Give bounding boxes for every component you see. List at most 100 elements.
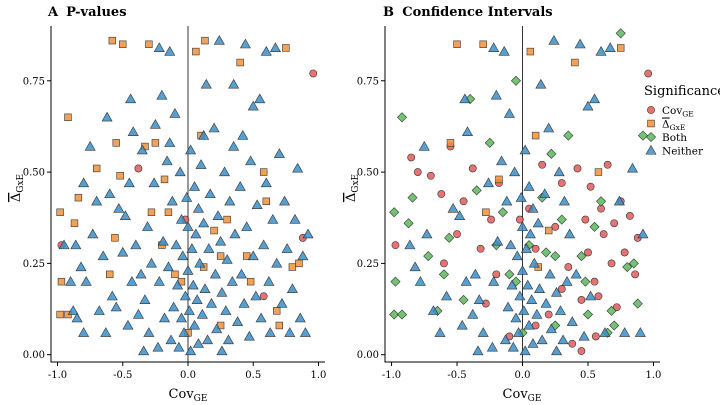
axis-lines xyxy=(384,26,660,363)
point-both xyxy=(546,148,557,159)
point-neither xyxy=(519,345,531,356)
point-delta xyxy=(56,208,64,216)
y-tick-label: 0.75 xyxy=(357,76,379,87)
panel-a-ylabel: ΔGxE xyxy=(9,174,26,202)
point-neither xyxy=(136,144,148,155)
point-delta xyxy=(544,226,553,235)
point-neither xyxy=(557,334,569,345)
point-neither xyxy=(454,210,466,220)
point-neither xyxy=(156,89,168,100)
point-both xyxy=(556,214,567,225)
panel-b: B Confidence Intervals CovGE ΔGxE -1.0 -0.… xyxy=(344,5,661,404)
point-both xyxy=(484,137,495,148)
legend-marker-cov xyxy=(647,106,655,114)
point-cov xyxy=(625,212,634,220)
point-delta xyxy=(259,168,268,176)
point-neither xyxy=(161,155,173,166)
point-neither xyxy=(104,188,116,199)
point-delta xyxy=(216,252,225,260)
point-neither xyxy=(237,129,249,140)
point-neither xyxy=(519,144,531,155)
point-delta xyxy=(571,58,579,67)
point-neither xyxy=(142,221,154,231)
point-neither xyxy=(164,45,176,56)
point-neither xyxy=(168,301,180,312)
point-delta xyxy=(64,113,72,122)
point-neither xyxy=(558,195,570,206)
point-neither xyxy=(175,213,187,224)
point-both xyxy=(510,75,521,86)
point-both xyxy=(582,309,594,320)
point-neither xyxy=(506,279,518,290)
point-neither xyxy=(70,239,82,250)
point-cov xyxy=(407,153,416,162)
point-neither xyxy=(183,305,195,315)
point-neither xyxy=(604,42,616,52)
point-neither xyxy=(472,345,484,356)
point-neither xyxy=(532,217,544,228)
point-delta xyxy=(147,208,156,216)
point-neither xyxy=(185,345,197,356)
point-neither xyxy=(192,338,204,348)
point-neither xyxy=(199,283,211,294)
point-delta xyxy=(74,193,83,202)
point-neither xyxy=(243,330,255,341)
point-neither xyxy=(551,345,563,356)
point-neither xyxy=(297,250,309,261)
point-both xyxy=(423,251,434,262)
x-tick-label: 0.5 xyxy=(245,370,261,381)
point-neither xyxy=(518,305,530,315)
point-neither xyxy=(273,148,285,158)
y-tick-label: 0.25 xyxy=(357,259,379,270)
point-neither xyxy=(267,213,279,224)
point-neither xyxy=(250,290,262,301)
point-neither xyxy=(281,243,293,253)
point-neither xyxy=(561,276,573,286)
point-neither xyxy=(185,144,197,155)
point-neither xyxy=(234,181,246,191)
point-neither xyxy=(220,305,232,315)
point-neither xyxy=(139,294,151,304)
point-neither xyxy=(203,243,215,253)
x-tick-label: 1.0 xyxy=(311,370,327,381)
point-neither xyxy=(198,129,210,140)
point-cov xyxy=(577,296,586,304)
point-neither xyxy=(153,276,165,286)
point-both xyxy=(589,221,600,232)
point-delta xyxy=(119,40,127,48)
point-cov xyxy=(586,182,595,191)
point-neither xyxy=(169,108,181,118)
point-neither xyxy=(528,257,540,268)
point-neither xyxy=(441,290,453,301)
point-both xyxy=(504,269,515,280)
point-neither xyxy=(527,203,539,213)
point-neither xyxy=(539,188,551,199)
point-neither xyxy=(211,323,223,334)
panel-b-xlabel: CovGE xyxy=(503,387,542,404)
point-neither xyxy=(127,126,139,136)
point-cov xyxy=(581,215,590,224)
point-neither xyxy=(509,166,521,177)
point-neither xyxy=(595,45,607,56)
point-cov xyxy=(391,241,400,250)
point-neither xyxy=(125,93,137,104)
point-cov xyxy=(515,215,524,224)
legend-marker-delta xyxy=(647,119,655,128)
point-neither xyxy=(427,305,439,315)
point-neither xyxy=(170,239,182,250)
point-neither xyxy=(545,323,557,334)
point-delta xyxy=(57,277,66,286)
point-cov xyxy=(134,164,143,173)
y-tick-label: 0.75 xyxy=(23,76,45,87)
point-cov xyxy=(557,285,566,293)
point-neither xyxy=(224,195,236,206)
point-delta xyxy=(262,197,270,206)
point-neither xyxy=(198,217,210,228)
point-neither xyxy=(71,312,83,323)
points-b xyxy=(389,28,653,356)
legend-marker-neither xyxy=(645,144,657,155)
point-delta xyxy=(288,263,297,271)
point-neither xyxy=(165,334,177,345)
point-neither xyxy=(192,203,204,213)
point-neither xyxy=(409,261,421,272)
